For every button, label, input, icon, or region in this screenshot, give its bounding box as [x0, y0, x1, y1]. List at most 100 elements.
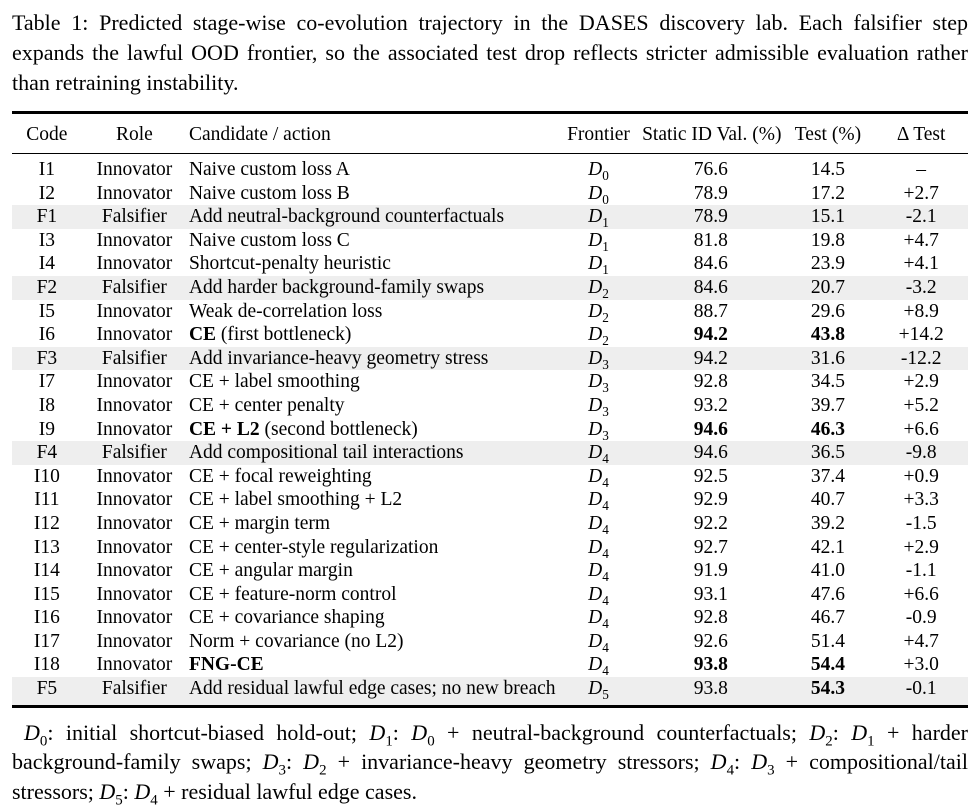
cell-candidate: Naive custom loss C: [188, 229, 350, 251]
cell-role: Innovator: [96, 324, 173, 346]
cell-static-id-val: 92.8: [693, 607, 728, 629]
cell-static-id-val: 92.9: [693, 489, 728, 511]
cell-static-id-val: 76.6: [693, 159, 728, 180]
cell-code: F2: [36, 276, 58, 298]
cell-static-id-val: 92.7: [693, 536, 728, 558]
cell-static-id-val: 78.9: [693, 206, 728, 228]
cell-frontier: D0: [588, 159, 609, 182]
cell-candidate: Add residual lawful edge cases; no new b…: [188, 678, 556, 700]
cell-frontier: D2: [588, 324, 609, 347]
table-row: F3 Falsifier Add invariance-heavy geometry…: [12, 346, 968, 371]
cell-test: 37.4: [810, 465, 845, 487]
cell-test: 40.7: [810, 489, 845, 511]
cell-test: 31.6: [810, 347, 845, 369]
cell-frontier: D0: [588, 182, 609, 206]
cell-candidate: Shortcut-penalty heuristic: [188, 253, 391, 275]
cell-frontier: D4: [588, 607, 609, 630]
cell-role: Innovator: [96, 300, 173, 322]
cell-static-id-val: 78.9: [693, 182, 728, 204]
cell-role: Innovator: [96, 253, 173, 275]
cell-role: Innovator: [96, 159, 173, 180]
cell-candidate: Add harder background-family swaps: [188, 276, 485, 298]
cell-code: I5: [38, 300, 56, 322]
cell-delta-test: +8.9: [903, 300, 939, 322]
cell-test: 47.6: [810, 583, 845, 605]
cell-role: Innovator: [96, 536, 173, 558]
cell-test: 29.6: [810, 300, 845, 322]
table-row: I11 Innovator CE + label smoothing + L2 D4 9…: [12, 488, 968, 512]
cell-delta-test: -1.5: [905, 512, 937, 534]
cell-role: Innovator: [96, 182, 173, 204]
cell-candidate: CE + label smoothing: [188, 371, 360, 393]
cell-role: Falsifier: [101, 206, 167, 228]
cell-static-id-val: 93.1: [693, 583, 728, 605]
cell-role: Innovator: [96, 465, 173, 487]
cell-test: 41.0: [810, 560, 845, 582]
cell-code: I11: [34, 489, 60, 511]
cell-code: I18: [33, 654, 60, 676]
cell-test: 46.7: [810, 607, 845, 629]
cell-test: 39.7: [810, 394, 845, 416]
cell-delta-test: –: [916, 159, 927, 180]
cell-frontier: D1: [588, 253, 609, 276]
table-row: I14 Innovator CE + angular margin D4 91.9 41.…: [12, 559, 968, 583]
cell-code: I1: [38, 159, 56, 180]
cell-code: I4: [38, 253, 56, 275]
cell-frontier: D4: [588, 583, 609, 607]
cell-code: I15: [33, 583, 60, 605]
cell-delta-test: +14.2: [898, 324, 944, 346]
table-row: I18 Innovator FNG-CE D4 93.8 54.4 +3.0: [12, 653, 968, 677]
cell-candidate: CE + L2 (second bottleneck): [188, 418, 418, 440]
cell-delta-test: +3.0: [903, 654, 939, 676]
cell-candidate: CE + margin term: [188, 512, 331, 534]
cell-code: I6: [38, 324, 56, 346]
header-role: Role: [81, 112, 187, 154]
cell-delta-test: +6.6: [903, 418, 939, 440]
cell-static-id-val: 93.2: [693, 394, 728, 416]
cell-code: I14: [33, 560, 60, 582]
cell-delta-test: +4.7: [903, 630, 939, 652]
cell-code: I3: [38, 229, 56, 251]
cell-role: Innovator: [96, 560, 173, 582]
cell-code: I2: [38, 182, 56, 204]
cell-code: I9: [38, 418, 56, 440]
table-row: I8 Innovator CE + center penalty D3 93.2 39.7…: [12, 394, 968, 418]
table-row: F1 Falsifier Add neutral-background counte…: [12, 205, 968, 229]
cell-role: Innovator: [96, 418, 173, 440]
cell-role: Innovator: [96, 607, 173, 629]
cell-delta-test: +2.9: [903, 371, 939, 393]
cell-static-id-val: 92.2: [693, 512, 728, 534]
cell-code: I17: [33, 630, 60, 652]
cell-role: Falsifier: [101, 347, 167, 369]
cell-code: I12: [33, 512, 60, 534]
cell-frontier: D4: [588, 489, 609, 512]
cell-role: Falsifier: [101, 678, 167, 700]
cell-test: 23.9: [810, 253, 845, 275]
results-table: Code Role Candidate / action Frontier St…: [12, 111, 968, 708]
cell-test: 14.5: [810, 159, 845, 180]
cell-code: I16: [33, 607, 60, 629]
cell-frontier: D5: [588, 678, 609, 702]
cell-code: F4: [36, 442, 58, 464]
cell-test: 54.4: [810, 654, 845, 676]
table-header-row: Code Role Candidate / action Frontier St…: [12, 112, 968, 154]
header-static-id: Static ID Val. (%): [640, 112, 782, 154]
cell-delta-test: -9.8: [905, 442, 937, 464]
table-row: I15 Innovator CE + feature-norm control D4 9…: [12, 583, 968, 607]
table-body: I1 Innovator Naive custom loss A D0 76.6 14.5…: [12, 154, 968, 707]
cell-code: I8: [38, 394, 56, 416]
cell-static-id-val: 88.7: [693, 300, 728, 322]
cell-candidate: CE (first bottleneck): [188, 324, 352, 346]
cell-static-id-val: 92.6: [693, 630, 728, 652]
table-row: F2 Falsifier Add harder background-family …: [12, 275, 968, 300]
cell-role: Falsifier: [101, 442, 167, 464]
cell-frontier: D3: [588, 347, 609, 371]
cell-role: Innovator: [96, 583, 173, 605]
cell-delta-test: +5.2: [903, 394, 939, 416]
cell-static-id-val: 92.5: [693, 465, 728, 487]
cell-candidate: Naive custom loss B: [188, 182, 350, 204]
cell-candidate: CE + angular margin: [188, 560, 353, 582]
cell-delta-test: +6.6: [903, 583, 939, 605]
cell-static-id-val: 92.8: [693, 371, 728, 393]
